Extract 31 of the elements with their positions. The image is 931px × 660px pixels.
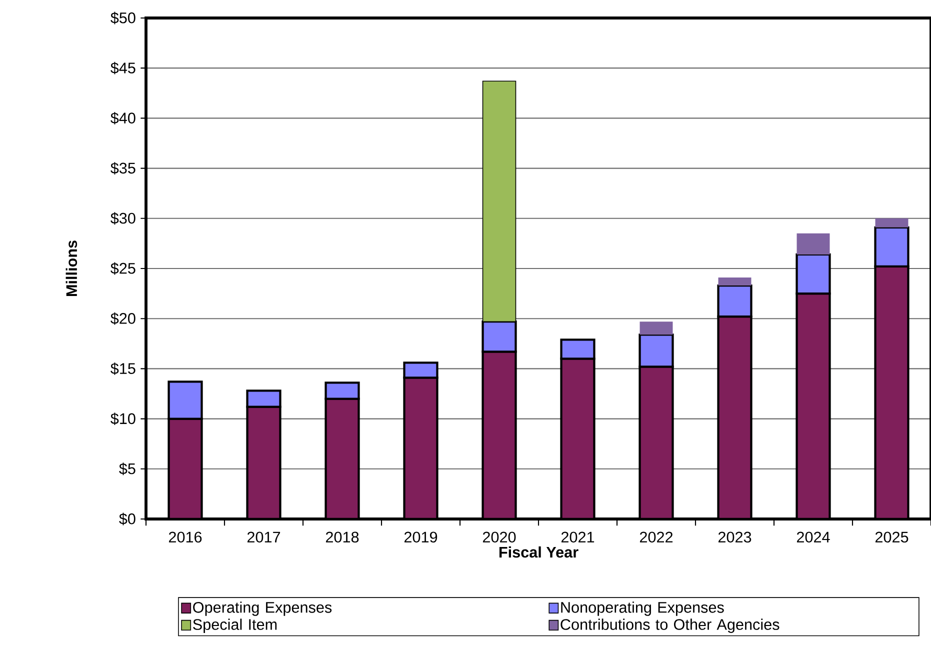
legend-label: Contributions to Other Agencies (560, 618, 780, 633)
x-tick-label: 2021 (561, 532, 594, 543)
y-tick-label: $20 (110, 312, 136, 325)
y-tick-label: $15 (110, 362, 136, 375)
legend-label: Operating Expenses (193, 602, 332, 616)
x-tick-label: 2020 (482, 532, 516, 543)
x-tick-label: 2022 (640, 532, 673, 543)
x-tick-label: 2017 (247, 532, 280, 543)
x-tick-label: 2018 (326, 532, 359, 543)
y-tick-label: $35 (110, 162, 136, 175)
x-tick-label: 2019 (404, 532, 438, 543)
y-tick-label: $10 (110, 412, 136, 426)
bar (875, 218, 908, 228)
x-tick-label: 2016 (168, 532, 202, 543)
x-axis-title: Fiscal Year (499, 546, 578, 558)
bar (718, 278, 752, 286)
y-tick-label: $30 (110, 212, 136, 225)
y-tick-label: $25 (110, 262, 136, 275)
y-tick-label: $0 (119, 512, 136, 526)
x-tick-label: 2023 (718, 532, 752, 543)
y-tick-label: $40 (110, 112, 136, 124)
legend-label: Special Item (193, 618, 277, 633)
y-tick-label: $45 (110, 62, 136, 74)
x-tick-label: 2024 (796, 532, 830, 543)
y-tick-label: $50 (110, 12, 136, 24)
y-axis-title: Millions (66, 240, 78, 296)
bar (640, 322, 673, 335)
bar (796, 233, 830, 254)
x-tick-label: 2025 (875, 532, 908, 543)
y-tick-label: $5 (119, 462, 136, 476)
legend-label: Nonoperating Expenses (561, 602, 724, 616)
